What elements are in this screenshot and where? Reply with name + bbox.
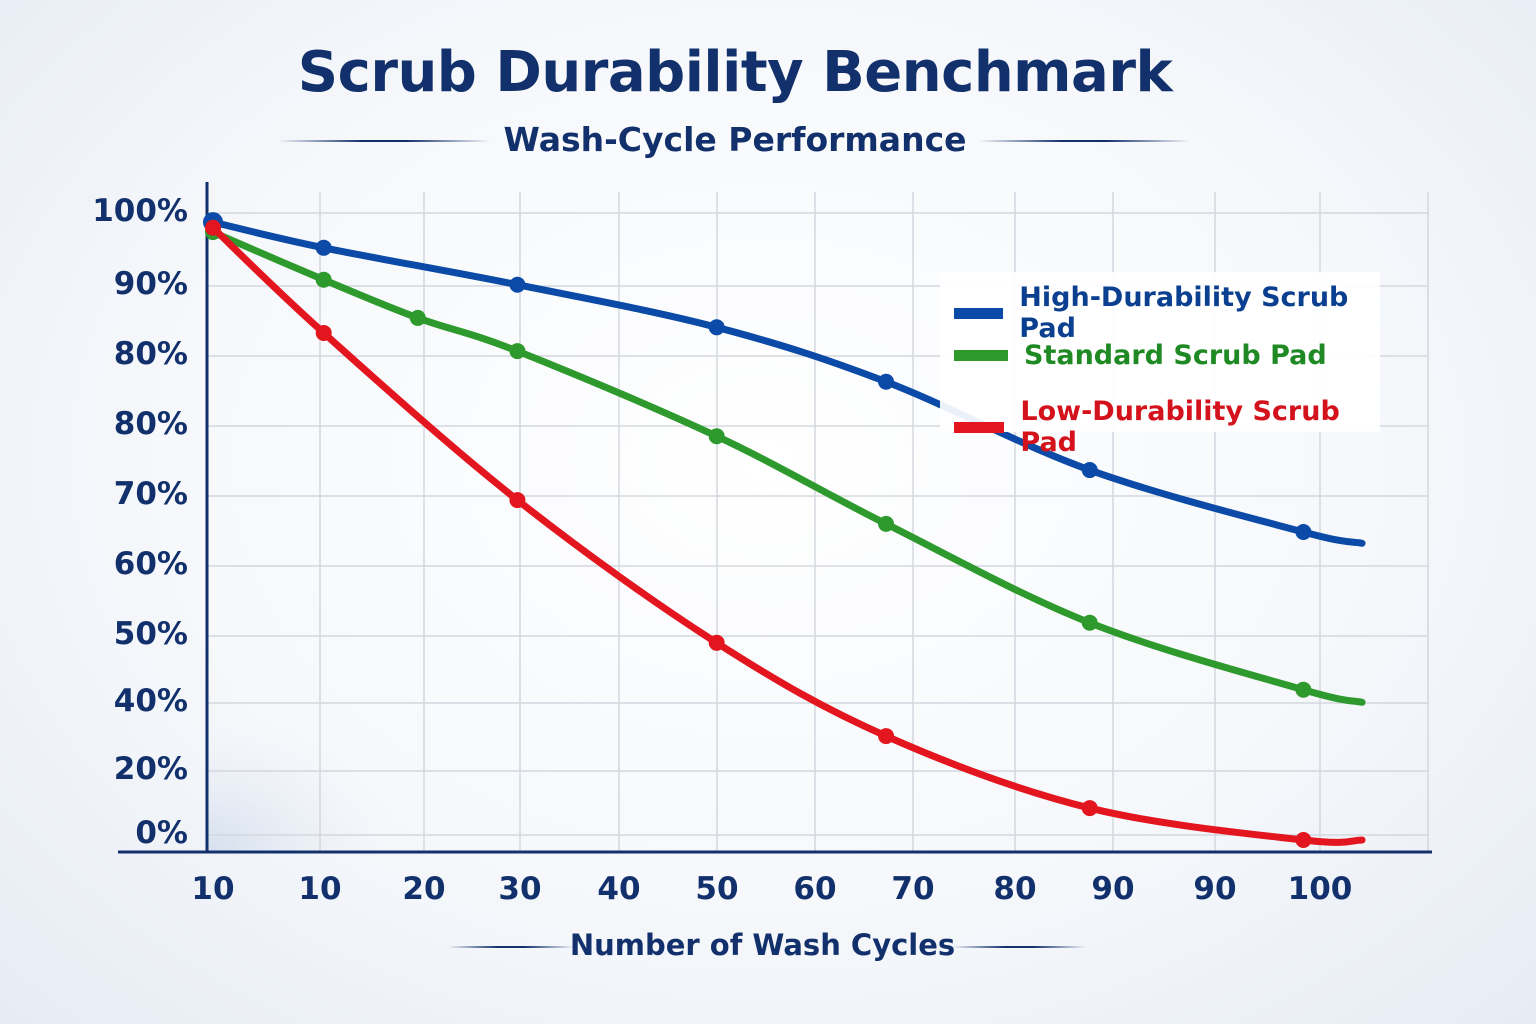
legend-label-high: High-Durability Scrub Pad <box>1019 282 1349 344</box>
series-line-0 <box>209 218 1366 547</box>
y-tick-label: 60% <box>114 546 188 582</box>
subtitle-rule-left <box>278 140 490 142</box>
x-tick-label: 90 <box>1091 871 1134 907</box>
legend: High-Durability Scrub Pad Standard Scrub… <box>940 272 1380 458</box>
x-tick-label: 40 <box>597 871 640 907</box>
y-tick-label: 40% <box>114 683 188 719</box>
x-tick-label: 20 <box>402 871 445 907</box>
legend-item-low: Low-Durability Scrub Pad <box>954 396 1380 458</box>
data-point-2 <box>708 634 725 651</box>
data-point-1 <box>878 515 895 532</box>
data-point-1 <box>509 343 526 360</box>
y-tick-label: 80% <box>114 336 188 372</box>
y-tick-label: 100% <box>92 193 188 229</box>
chart-subtitle: Wash-Cycle Performance <box>503 120 967 159</box>
data-point-1 <box>1295 681 1312 698</box>
legend-item-high: High-Durability Scrub Pad <box>954 282 1380 344</box>
legend-label-standard: Standard Scrub Pad <box>1024 340 1327 371</box>
y-tick-label: 20% <box>114 751 188 787</box>
data-point-0 <box>878 373 895 390</box>
legend-item-standard: Standard Scrub Pad <box>954 340 1327 371</box>
data-point-0 <box>1295 524 1312 541</box>
y-tick-label: 90% <box>114 266 188 302</box>
data-point-2 <box>878 728 895 745</box>
legend-swatch-low <box>954 421 1005 433</box>
x-tick-label: 80 <box>993 871 1036 907</box>
data-point-0 <box>708 319 725 336</box>
x-tick-label: 50 <box>695 871 738 907</box>
x-tick-label: 10 <box>298 871 341 907</box>
subtitle-rule-right <box>978 140 1190 142</box>
x-axis-label: Number of Wash Cycles <box>569 928 956 962</box>
data-point-1 <box>315 271 332 288</box>
data-point-0 <box>509 276 526 293</box>
xlabel-rule-left <box>448 946 574 948</box>
chart-title: Scrub Durability Benchmark <box>297 40 1173 105</box>
x-tick-label: 70 <box>891 871 934 907</box>
x-tick-label: 100 <box>1288 871 1353 907</box>
data-point-2 <box>509 492 526 509</box>
x-tick-label: 30 <box>498 871 541 907</box>
legend-label-low: Low-Durability Scrub Pad <box>1020 396 1340 458</box>
data-point-2 <box>1295 832 1312 848</box>
data-point-1 <box>708 428 725 445</box>
series-line-1 <box>209 228 1366 706</box>
data-point-2 <box>315 324 332 341</box>
y-tick-label: 80% <box>114 406 188 442</box>
data-point-1 <box>1081 614 1098 631</box>
y-tick-label: 50% <box>114 616 188 652</box>
x-tick-label: 10 <box>191 871 234 907</box>
data-point-0 <box>1081 462 1098 479</box>
series-line-2 <box>209 224 1366 846</box>
data-point-2 <box>205 219 221 236</box>
legend-swatch-standard <box>954 350 1008 361</box>
x-tick-label: 60 <box>793 871 836 907</box>
x-tick-label: 90 <box>1193 871 1236 907</box>
legend-swatch-high <box>954 307 1004 319</box>
y-tick-label: 0% <box>135 815 188 851</box>
data-point-2 <box>1081 800 1098 817</box>
y-tick-label: 70% <box>114 476 188 512</box>
data-point-1 <box>409 309 426 326</box>
xlabel-rule-right <box>952 946 1086 948</box>
plot-shading <box>208 560 608 852</box>
data-point-0 <box>315 239 332 256</box>
